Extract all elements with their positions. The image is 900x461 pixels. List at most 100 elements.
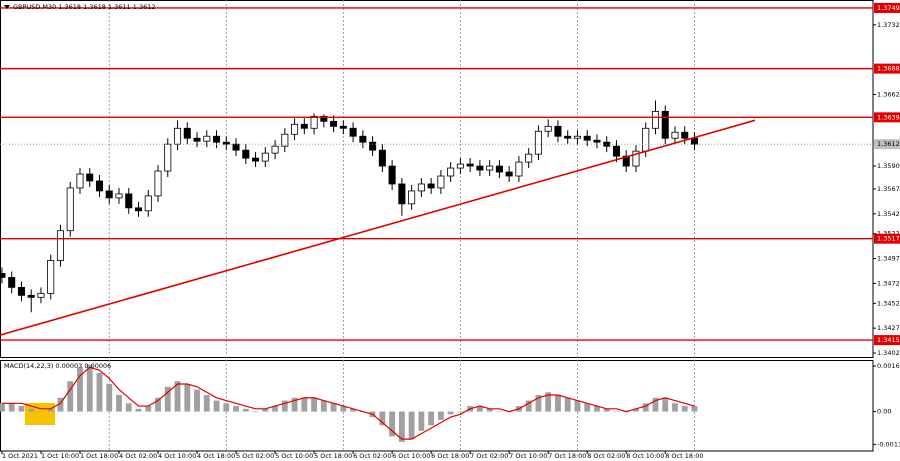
current-price-label: 1.3612 bbox=[877, 140, 900, 148]
candle-body bbox=[447, 167, 455, 177]
candle-body bbox=[651, 110, 660, 129]
macd-bar bbox=[642, 403, 649, 412]
collapse-icon bbox=[4, 5, 10, 9]
level-label: 1.3688 bbox=[877, 65, 900, 73]
candle-body bbox=[573, 135, 581, 139]
macd-bar bbox=[38, 411, 44, 413]
macd-bar bbox=[242, 408, 249, 412]
y-tick-label: 1.3472 bbox=[877, 279, 900, 287]
x-tick-label: 5 Oct 02:00 bbox=[236, 452, 274, 460]
candle-body bbox=[339, 125, 347, 129]
candle-body bbox=[242, 149, 250, 159]
macd-bar bbox=[86, 364, 93, 412]
candle-body bbox=[612, 145, 620, 157]
x-tick-label: 5 Oct 18:00 bbox=[314, 452, 352, 460]
macd-bar bbox=[535, 395, 542, 412]
candle-body bbox=[359, 135, 367, 143]
macd-bar bbox=[301, 397, 308, 412]
x-tick-label: 8 Oct 10:00 bbox=[626, 452, 664, 460]
macd-bar bbox=[652, 397, 659, 412]
candle-body bbox=[213, 135, 221, 143]
macd-bar bbox=[184, 383, 191, 412]
candle-body bbox=[125, 193, 133, 209]
macd-bar bbox=[613, 411, 620, 413]
candle-body bbox=[417, 183, 425, 192]
candle-body bbox=[193, 137, 201, 142]
macd-bar bbox=[223, 403, 230, 412]
candle-body bbox=[456, 163, 464, 169]
macd-bar bbox=[291, 397, 298, 412]
x-tick-label: 6 Oct 10:00 bbox=[392, 452, 430, 460]
candle-body bbox=[437, 175, 445, 189]
macd-bar bbox=[116, 395, 122, 412]
macd-bar bbox=[389, 411, 396, 437]
level-label: 1.3639 bbox=[877, 113, 900, 121]
candle-body bbox=[632, 150, 640, 167]
candle-body bbox=[544, 125, 552, 132]
macd-bar bbox=[662, 397, 669, 412]
y-tick-label: -0.00119 bbox=[877, 440, 900, 448]
x-tick-label: 4 Oct 10:00 bbox=[158, 452, 196, 460]
candle-body bbox=[495, 165, 503, 173]
x-tick-label: 7 Oct 10:00 bbox=[509, 452, 547, 460]
macd-bar bbox=[379, 411, 386, 426]
candle-body bbox=[408, 190, 416, 205]
macd-bar bbox=[350, 408, 357, 412]
candle-body bbox=[105, 190, 113, 199]
candle-body bbox=[86, 173, 94, 182]
candle-body bbox=[486, 165, 494, 171]
candle-body bbox=[320, 115, 328, 122]
y-tick-label: 0.00165 bbox=[877, 362, 900, 370]
level-label-box bbox=[874, 63, 900, 74]
macd-bar bbox=[496, 411, 503, 413]
macd-bar bbox=[320, 400, 327, 412]
macd-bar bbox=[57, 397, 64, 412]
candle-body bbox=[583, 135, 591, 141]
macd-bar bbox=[457, 411, 464, 413]
candle-body bbox=[310, 115, 318, 129]
macd-bar bbox=[28, 408, 35, 412]
macd-bar bbox=[77, 367, 83, 412]
x-tick-label: 6 Oct 18:00 bbox=[431, 452, 469, 460]
macd-bar bbox=[8, 403, 15, 412]
candle-body bbox=[261, 152, 269, 162]
macd-bar bbox=[135, 408, 142, 412]
macd-bar bbox=[18, 406, 25, 412]
candle-body bbox=[281, 133, 289, 147]
macd-bar bbox=[125, 403, 132, 412]
macd-bar bbox=[476, 406, 483, 412]
candle-body bbox=[66, 187, 74, 232]
macd-bar bbox=[262, 408, 269, 412]
candle-body bbox=[427, 183, 435, 189]
macd-bar bbox=[233, 406, 239, 412]
macd-bar bbox=[281, 400, 288, 412]
candle-body bbox=[252, 157, 260, 162]
macd-bar bbox=[67, 381, 74, 412]
macd-bar bbox=[574, 400, 581, 412]
macd-bar bbox=[164, 386, 171, 412]
macd-bar bbox=[194, 389, 200, 412]
x-tick-label: 6 Oct 02:00 bbox=[353, 452, 391, 460]
y-tick-label: 1.3662 bbox=[877, 90, 900, 98]
macd-bar bbox=[155, 397, 161, 412]
y-tick-label: 1.3732 bbox=[877, 21, 900, 29]
candle-body bbox=[690, 137, 699, 145]
y-tick-label: 1.3452 bbox=[877, 299, 900, 307]
x-tick-label: 1 Oct 2021 bbox=[2, 452, 38, 460]
candle-body bbox=[222, 141, 230, 145]
candle-body bbox=[525, 153, 533, 163]
macd-bar bbox=[633, 408, 639, 412]
macd-bar bbox=[340, 406, 347, 412]
candle-body bbox=[0, 273, 6, 278]
level-label-box bbox=[874, 112, 900, 123]
macd-bar bbox=[603, 408, 610, 412]
chart-title: GBPUSD,M30 1.3618 1.3618 1.3611 1.3612 bbox=[13, 3, 156, 11]
macd-bar bbox=[145, 406, 152, 412]
macd-bar bbox=[398, 411, 405, 442]
macd-bar bbox=[252, 411, 259, 413]
candle-body bbox=[300, 123, 308, 129]
level-label: 1.3517 bbox=[877, 235, 900, 243]
macd-title: MACD(14,22,3) 0.00003 0.00006 bbox=[4, 362, 111, 370]
macd-bar bbox=[47, 408, 54, 412]
